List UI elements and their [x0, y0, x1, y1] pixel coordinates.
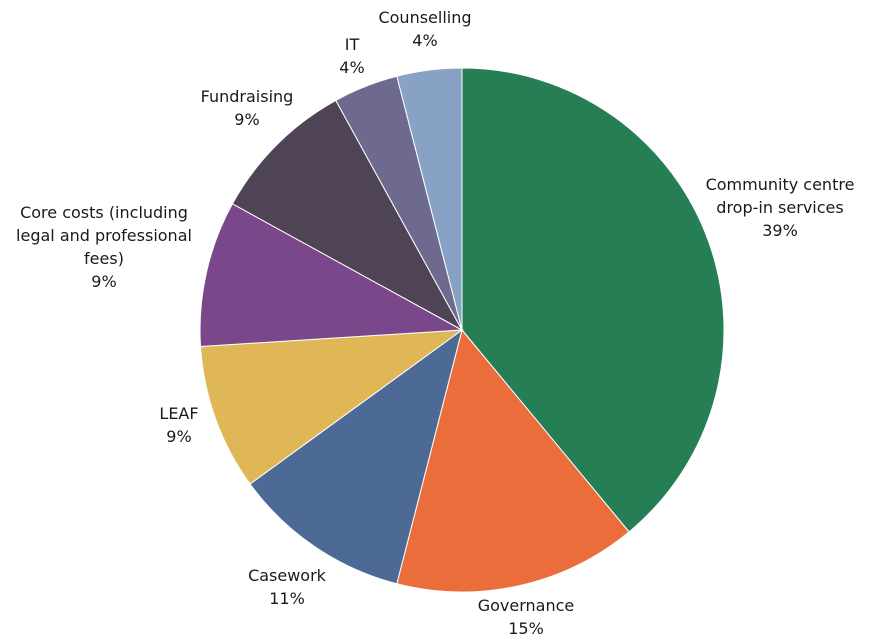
slice-label-line: fees) — [84, 249, 124, 268]
pie-slice-0 — [461, 67, 725, 533]
pie-slice-3 — [199, 329, 464, 485]
slice-percent: 4% — [412, 31, 437, 50]
slice-label-line: Governance — [478, 596, 575, 615]
slice-label-line: drop-in services — [716, 198, 843, 217]
pie-slice-4 — [199, 203, 464, 347]
slice-label-0: Community centre drop-in services 39% — [706, 175, 855, 240]
slice-label-line: Community centre — [706, 175, 855, 194]
slice-label-line: LEAF — [159, 404, 198, 423]
slice-label-line: Counselling — [378, 8, 471, 27]
pie-slice-2 — [249, 328, 463, 585]
slice-label-line: Casework — [248, 566, 327, 585]
slice-percent: 9% — [91, 272, 116, 291]
slice-percent: 9% — [166, 427, 191, 446]
slice-label-1: Governance 15% — [478, 596, 575, 638]
slice-percent: 15% — [508, 619, 544, 638]
pie-slices — [199, 67, 725, 593]
slice-label-2: Casework 11% — [248, 566, 327, 608]
slice-percent: 4% — [339, 58, 364, 77]
slice-percent: 11% — [269, 589, 305, 608]
slice-percent: 9% — [234, 110, 259, 129]
pie-labels: Community centre drop-in services 39% Gover… — [16, 8, 854, 638]
slice-label-4: Core costs (including legal and professio… — [16, 203, 192, 291]
slice-label-line: legal and professional — [16, 226, 192, 245]
slice-label-5: Fundraising 9% — [201, 87, 294, 129]
slice-label-line: IT — [345, 35, 360, 54]
pie-slice-1 — [396, 328, 630, 593]
pie-slice-7 — [396, 67, 463, 331]
slice-label-line: Fundraising — [201, 87, 294, 106]
slice-label-line: Core costs (including — [20, 203, 188, 222]
slice-label-7: Counselling 4% — [378, 8, 471, 50]
slice-label-6: IT 4% — [339, 35, 364, 77]
pie-slice-5 — [231, 99, 464, 332]
slice-percent: 39% — [762, 221, 798, 240]
slice-label-3: LEAF 9% — [159, 404, 198, 446]
